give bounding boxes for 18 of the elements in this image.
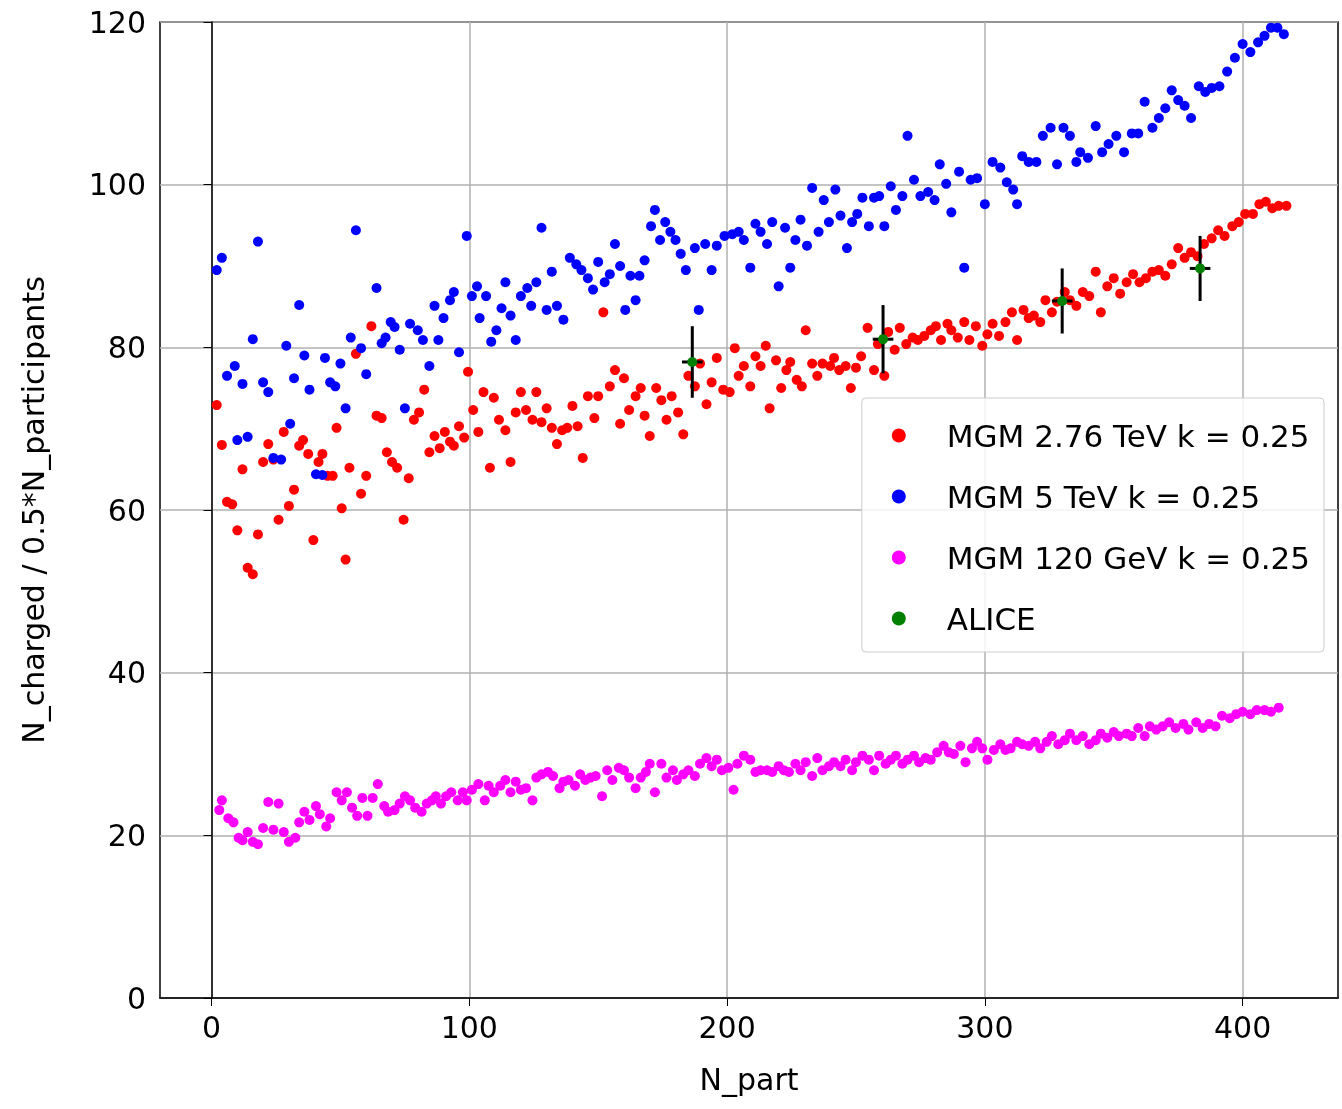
y-tick-label: 100: [88, 167, 146, 203]
legend-label: MGM 2.76 TeV k = 0.25: [946, 417, 1310, 454]
x-tick-label: 300: [956, 1009, 1014, 1045]
x-tick-label: 0: [202, 1009, 222, 1045]
y-tick-label: 20: [107, 817, 146, 853]
x-tick-label: 100: [440, 1009, 498, 1045]
y-tick-label: 0: [126, 980, 146, 1016]
legend-label: MGM 5 TeV k = 0.25: [946, 478, 1261, 515]
y-tick-label: 40: [107, 655, 146, 691]
y-tick-label: 80: [107, 329, 146, 365]
x-tick-label: 400: [1213, 1009, 1272, 1045]
y-axis-title: N_charged / 0.5*N_participants: [15, 276, 51, 744]
legend-label: MGM 120 GeV k = 0.25: [946, 539, 1311, 576]
legend-label: ALICE: [946, 600, 1036, 637]
y-tick-label: 120: [88, 4, 146, 40]
x-axis-title: N_part: [699, 1061, 799, 1097]
x-tick-label: 200: [698, 1009, 756, 1045]
y-tick-label: 60: [107, 492, 146, 528]
